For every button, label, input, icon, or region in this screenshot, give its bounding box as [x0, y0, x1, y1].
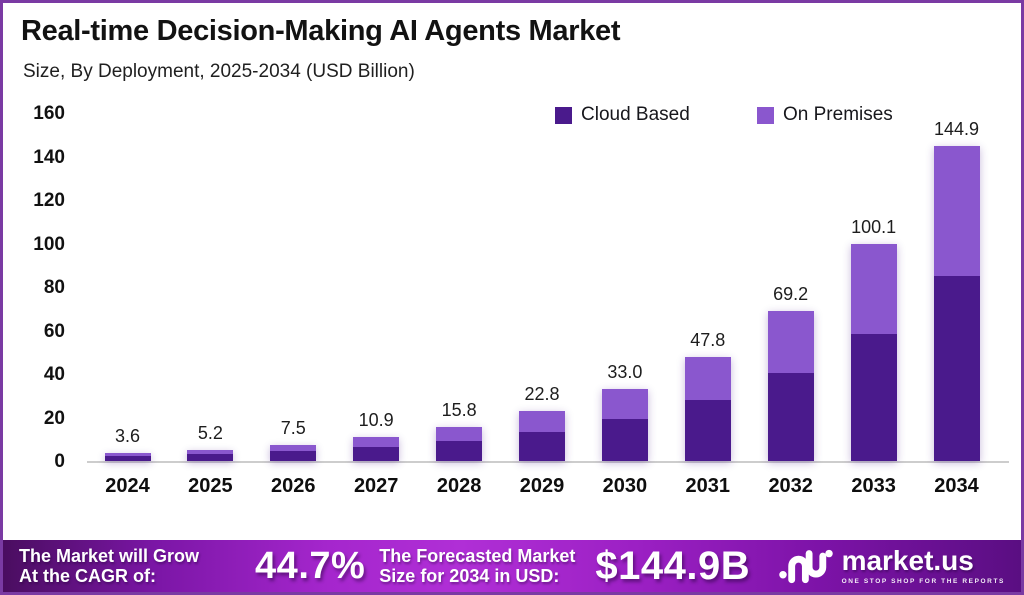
bar-2028: [436, 426, 483, 461]
y-tick-label: 140: [33, 146, 65, 168]
y-tick-label: 20: [43, 407, 65, 429]
bar-total-label-2028: 15.8: [441, 399, 477, 420]
bar-segment-cloud-based-2027: [353, 447, 400, 461]
y-tick-label: 100: [33, 233, 65, 255]
page-subtitle: Size, By Deployment, 2025-2034 (USD Bill…: [23, 61, 415, 82]
forecast-value: $144.9B: [595, 543, 751, 588]
x-axis-label-2025: 2025: [188, 475, 233, 497]
y-tick-label: 80: [43, 277, 65, 299]
bar-total-label-2025: 5.2: [197, 422, 223, 443]
cagr-value: 44.7%: [255, 544, 366, 587]
bar-2030: [601, 389, 648, 461]
forecast-caption-line1: The Forecasted Market: [379, 545, 576, 566]
footer-banner: The Market will Grow At the CAGR of: 44.…: [3, 540, 1021, 592]
bar-segment-on-premises-2024: [104, 453, 151, 457]
legend-swatch-cloud-based: [555, 106, 572, 124]
cagr-caption-line2: At the CAGR of:: [19, 566, 156, 586]
legend-label-cloud-based: Cloud Based: [581, 104, 690, 125]
bar-total-label-2030: 33.0: [607, 362, 643, 383]
y-tick-label: 60: [43, 320, 65, 342]
cagr-caption: The Market will Grow At the CAGR of:: [19, 546, 199, 586]
bar-segment-on-premises-2033: [850, 243, 897, 334]
bar-segment-on-premises-2032: [767, 310, 814, 374]
bar-2031: [684, 357, 731, 461]
y-tick-label: 40: [43, 364, 65, 386]
y-tick-label: 0: [54, 451, 65, 472]
marketus-swirl-icon: [778, 549, 833, 584]
bar-total-label-2027: 10.9: [358, 410, 394, 431]
bar-segment-cloud-based-2030: [601, 419, 648, 461]
x-axis-label-2030: 2030: [602, 475, 648, 497]
bar-segment-cloud-based-2031: [684, 400, 731, 461]
bar-2025: [187, 449, 234, 461]
legend-item-cloud-based: Cloud Based: [555, 104, 690, 126]
bar-segment-on-premises-2025: [187, 449, 234, 455]
x-axis-label-2024: 2024: [105, 475, 150, 497]
bar-segment-cloud-based-2024: [104, 456, 151, 461]
bar-2026: [270, 444, 317, 461]
legend-swatch-on-premises: [757, 106, 774, 124]
x-axis-label-2033: 2033: [851, 475, 896, 497]
x-axis-label-2027: 2027: [353, 475, 399, 497]
bar-2024: [104, 453, 151, 461]
bar-chart: 0 20 40 60 80 100 120 140 160 3.6 2024 5.2 2025 7.5 20…: [3, 3, 1021, 592]
bar-2032: [767, 310, 814, 461]
forecast-caption: The Forecasted Market Size for 2034 in U…: [379, 546, 575, 586]
bar-segment-cloud-based-2025: [187, 454, 234, 461]
legend-item-on-premises: On Premises: [757, 104, 893, 126]
bar-segment-cloud-based-2032: [767, 373, 814, 461]
bar-segment-on-premises-2031: [684, 357, 731, 401]
bar-segment-cloud-based-2029: [519, 432, 565, 461]
bar-total-label-2031: 47.8: [690, 330, 726, 351]
bar-segment-cloud-based-2033: [850, 333, 897, 461]
bar-segment-on-premises-2027: [353, 437, 400, 448]
x-axis-label-2034: 2034: [934, 475, 979, 497]
x-axis-label-2029: 2029: [519, 475, 565, 497]
cagr-caption-line1: The Market will Grow: [19, 545, 200, 566]
marketus-name: market.us: [841, 545, 974, 576]
page-title: Real-time Decision-Making AI Agents Mark…: [21, 15, 621, 47]
y-tick-label: 160: [33, 103, 65, 125]
bar-segment-on-premises-2029: [519, 411, 565, 433]
bar-total-label-2029: 22.8: [524, 384, 560, 405]
bar-total-label-2034: 144.9: [933, 119, 980, 140]
bar-2034: [933, 146, 980, 461]
x-axis-label-2032: 2032: [768, 475, 813, 497]
bar-2033: [850, 243, 897, 461]
forecast-caption-line2: Size for 2034 in USD:: [379, 566, 560, 586]
bar-segment-cloud-based-2026: [270, 451, 317, 461]
bar-segment-cloud-based-2028: [436, 441, 483, 461]
marketus-wordmark: market.us ONE STOP SHOP FOR THE REPORTS: [841, 545, 1005, 586]
bar-2029: [519, 411, 565, 461]
bar-segment-on-premises-2026: [270, 444, 317, 452]
x-axis-baseline: [87, 461, 1009, 463]
bar-segment-on-premises-2034: [933, 146, 980, 276]
bar-total-label-2026: 7.5: [280, 417, 306, 438]
legend-label-on-premises: On Premises: [783, 104, 893, 125]
marketus-tagline: ONE STOP SHOP FOR THE REPORTS: [841, 578, 1005, 585]
bar-total-label-2033: 100.1: [851, 216, 897, 237]
bar-segment-cloud-based-2034: [933, 275, 980, 461]
x-axis-label-2026: 2026: [271, 475, 316, 497]
y-tick-label: 120: [33, 190, 65, 212]
bar-segment-on-premises-2030: [601, 389, 648, 420]
marketus-logo: market.us ONE STOP SHOP FOR THE REPORTS: [778, 547, 1005, 585]
x-axis-label-2031: 2031: [685, 475, 731, 497]
bar-2027: [353, 437, 400, 461]
bar-total-label-2032: 69.2: [773, 283, 809, 304]
bar-segment-on-premises-2028: [436, 426, 483, 441]
bar-total-label-2024: 3.6: [114, 426, 141, 447]
x-axis-label-2028: 2028: [436, 475, 482, 497]
